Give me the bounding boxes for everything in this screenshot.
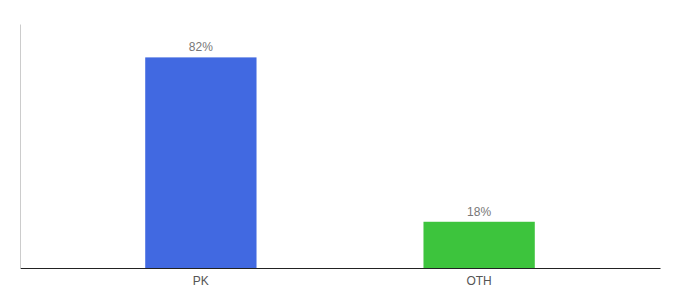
y-axis-line [20,25,21,269]
bar [423,222,534,268]
x-tick: OTH [466,274,491,288]
x-axis-line [21,268,661,269]
data-labels: 82% 18% [189,40,492,218]
x-tick-label: PK [193,274,209,288]
plot: PK OTH 82% 18% [21,25,661,288]
bar [145,57,256,268]
data-label: 82% [189,40,213,54]
y-axis [20,25,21,269]
x-tick-label: OTH [466,274,491,288]
x-axis: PK OTH [21,269,661,288]
x-tick: PK [193,274,209,288]
chart: PK OTH 82% 18% [0,0,680,300]
bars [145,57,535,268]
data-label: 18% [467,205,491,219]
